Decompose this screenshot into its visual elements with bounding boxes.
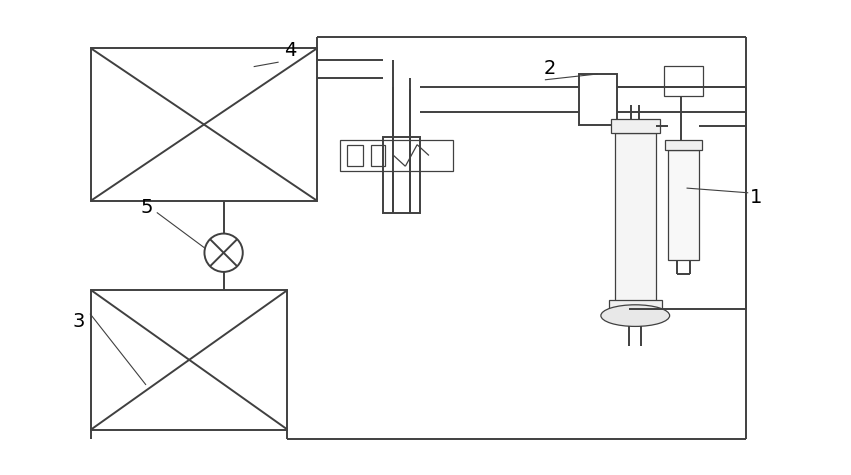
Text: 1: 1 [750,188,762,207]
Ellipse shape [601,305,670,326]
Bar [668,150,700,260]
Bar [614,133,656,302]
Bar [611,119,660,133]
Text: 3: 3 [72,312,84,331]
Bar [371,145,385,166]
Bar [580,74,617,125]
Bar [608,300,662,315]
Text: 5: 5 [140,198,153,217]
Bar [665,140,702,150]
Bar [91,48,317,200]
Bar [340,140,453,171]
Bar [383,137,420,213]
Text: 4: 4 [284,41,297,60]
Bar [664,66,703,95]
Bar [347,145,363,166]
Circle shape [204,234,243,272]
Bar [91,290,288,429]
Text: 2: 2 [544,58,556,77]
